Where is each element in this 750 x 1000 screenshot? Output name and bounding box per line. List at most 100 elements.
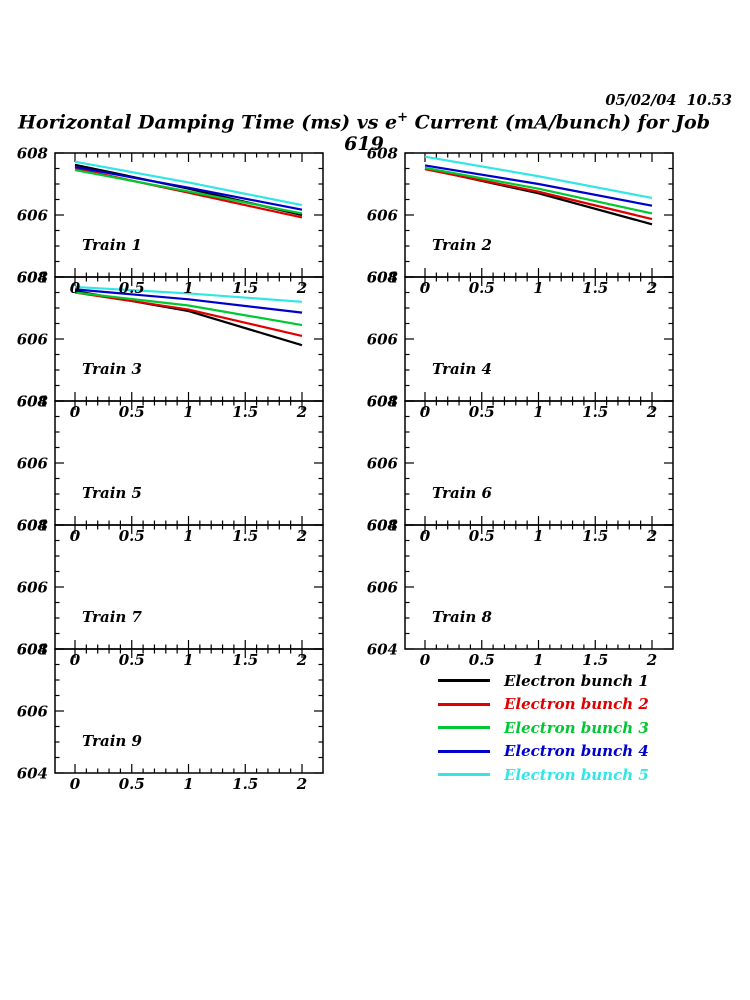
x-tick-label: 0	[70, 279, 81, 297]
x-tick-label: 0	[420, 527, 431, 545]
x-tick-label: 0.5	[469, 279, 495, 297]
train-label: Train 7	[82, 608, 143, 626]
y-tick-label: 606	[367, 207, 399, 225]
y-tick-label: 604	[17, 641, 48, 659]
y-tick-label: 606	[17, 703, 49, 721]
legend-item: Electron bunch 5	[438, 763, 718, 787]
chart-legend: Electron bunch 1 Electron bunch 2 Electron…	[438, 669, 718, 787]
y-tick-label: 604	[367, 517, 398, 535]
y-tick-label: 606	[17, 331, 49, 349]
x-tick-label: 1	[183, 527, 193, 545]
legend-swatch-line	[438, 773, 490, 777]
series-line-electron-bunch-3	[74, 291, 303, 327]
y-tick-label: 606	[17, 579, 49, 597]
y-tick-label: 604	[367, 393, 398, 411]
x-tick-label: 0	[420, 279, 431, 297]
series-line-electron-bunch-2	[74, 291, 303, 337]
x-tick-label: 1	[533, 527, 543, 545]
x-tick-label: 1	[183, 651, 193, 669]
y-tick-label: 606	[17, 207, 49, 225]
x-tick-label: 0.5	[119, 775, 145, 793]
x-tick-label: 1.5	[232, 279, 258, 297]
legend-item-label: Electron bunch 3	[504, 718, 649, 737]
x-tick-label: 0.5	[469, 527, 495, 545]
y-tick-label: 606	[367, 455, 399, 473]
x-tick-label: 1.5	[232, 775, 258, 793]
x-tick-label: 0.5	[119, 527, 145, 545]
y-tick-label: 608	[17, 641, 49, 659]
x-tick-label: 1	[183, 279, 193, 297]
y-tick-label: 606	[367, 331, 399, 349]
x-tick-label: 0	[420, 651, 431, 669]
train-label: Train 4	[432, 360, 492, 378]
y-tick-label: 604	[17, 269, 48, 287]
x-tick-label: 2	[646, 403, 657, 421]
y-tick-label: 608	[367, 145, 399, 163]
x-tick-label: 2	[296, 775, 307, 793]
x-tick-label: 1.5	[582, 279, 608, 297]
legend-item: Electron bunch 1	[438, 669, 718, 693]
x-tick-label: 2	[646, 651, 657, 669]
x-tick-label: 0.5	[119, 651, 145, 669]
x-tick-label: 1.5	[232, 651, 258, 669]
legend-swatch-line	[438, 749, 490, 753]
x-tick-label: 0	[420, 403, 431, 421]
legend-item-label: Electron bunch 5	[504, 765, 649, 784]
x-tick-label: 2	[646, 279, 657, 297]
train-label: Train 6	[432, 484, 493, 502]
x-tick-label: 2	[296, 279, 307, 297]
datetime-stamp: 05/02/04 10.53	[605, 92, 732, 109]
x-tick-label: 0	[70, 403, 81, 421]
series-line-electron-bunch-5	[74, 285, 303, 303]
legend-item: Electron bunch 2	[438, 693, 718, 717]
axis-labels: 608 606 604 0 0.5 1 1.5 2 Train 1 608 606 604 0 0.5 1 1…	[17, 145, 658, 794]
y-tick-label: 608	[17, 517, 49, 535]
x-tick-label: 2	[296, 403, 307, 421]
legend-item-label: Electron bunch 1	[504, 671, 649, 690]
series-line-electron-bunch-4	[74, 165, 303, 211]
series-line-electron-bunch-5	[424, 155, 653, 200]
legend-swatch-line	[438, 726, 490, 730]
y-tick-label: 608	[367, 517, 399, 535]
y-tick-label: 604	[17, 393, 48, 411]
x-tick-label: 1	[183, 775, 193, 793]
series-line-electron-bunch-3	[424, 166, 653, 215]
x-tick-label: 1	[533, 651, 543, 669]
chart-title: Horizontal Damping Time (ms) vs e+ Curre…	[0, 110, 728, 155]
x-tick-label: 1.5	[582, 527, 608, 545]
legend-item-label: Electron bunch 4	[504, 742, 649, 761]
x-tick-label: 2	[296, 651, 307, 669]
chart-title-suffix: Current (mA/bunch) for Job 619	[344, 111, 711, 156]
y-tick-label: 604	[17, 765, 48, 783]
y-tick-label: 606	[367, 579, 399, 597]
y-tick-label: 608	[17, 269, 49, 287]
chart-title-superscript: +	[397, 110, 409, 125]
y-tick-label: 606	[17, 455, 49, 473]
x-tick-label: 1	[533, 279, 543, 297]
legend-item-label: Electron bunch 2	[504, 695, 649, 714]
y-tick-label: 604	[17, 517, 48, 535]
y-tick-label: 608	[17, 145, 49, 163]
x-tick-label: 1	[533, 403, 543, 421]
panel-frames	[54, 152, 674, 774]
legend-item: Electron bunch 4	[438, 740, 718, 764]
train-label: Train 9	[82, 732, 143, 750]
x-tick-label: 0.5	[119, 279, 145, 297]
series-line-electron-bunch-5	[74, 160, 303, 207]
series-line-electron-bunch-4	[74, 288, 303, 314]
legend-item: Electron bunch 3	[438, 716, 718, 740]
x-tick-label: 0.5	[469, 651, 495, 669]
y-tick-label: 608	[17, 393, 49, 411]
x-tick-label: 1.5	[232, 527, 258, 545]
train-label: Train 1	[82, 236, 142, 254]
series-line-electron-bunch-4	[424, 164, 653, 207]
y-tick-label: 608	[367, 393, 399, 411]
x-tick-label: 0.5	[119, 403, 145, 421]
train-label: Train 5	[82, 484, 142, 502]
series-line-electron-bunch-2	[424, 168, 653, 221]
train-label: Train 2	[432, 236, 492, 254]
y-tick-label: 604	[367, 269, 398, 287]
train-label: Train 3	[82, 360, 142, 378]
x-tick-label: 0	[70, 775, 81, 793]
